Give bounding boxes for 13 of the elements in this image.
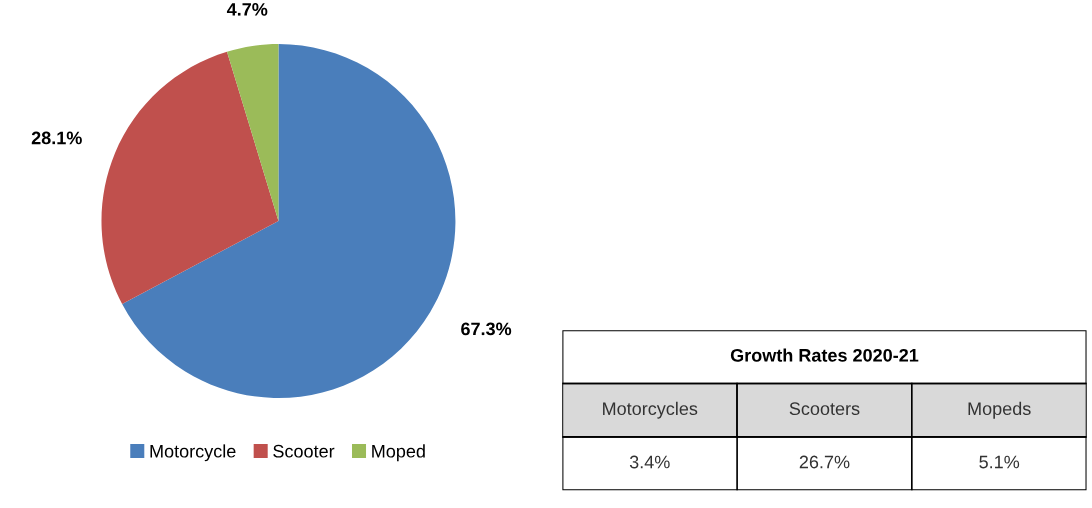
category-label: Mopeds [968,401,1031,419]
legend-label: Motorcycle [150,444,236,462]
data-label: 67.3% [461,322,512,336]
text: Growth Rates 2020-21 [730,348,919,362]
text: 26.7% [799,455,850,469]
data-label: 28.1% [31,131,82,145]
data-label: 4.7% [226,3,268,16]
category-label: Motorcycles [603,401,698,419]
text: 5.1% [979,455,1020,469]
legend-label: Moped [372,444,425,462]
legend-label: Scooter [273,444,335,458]
text: 3.4% [629,455,670,469]
category-label: Scooters [789,402,860,416]
